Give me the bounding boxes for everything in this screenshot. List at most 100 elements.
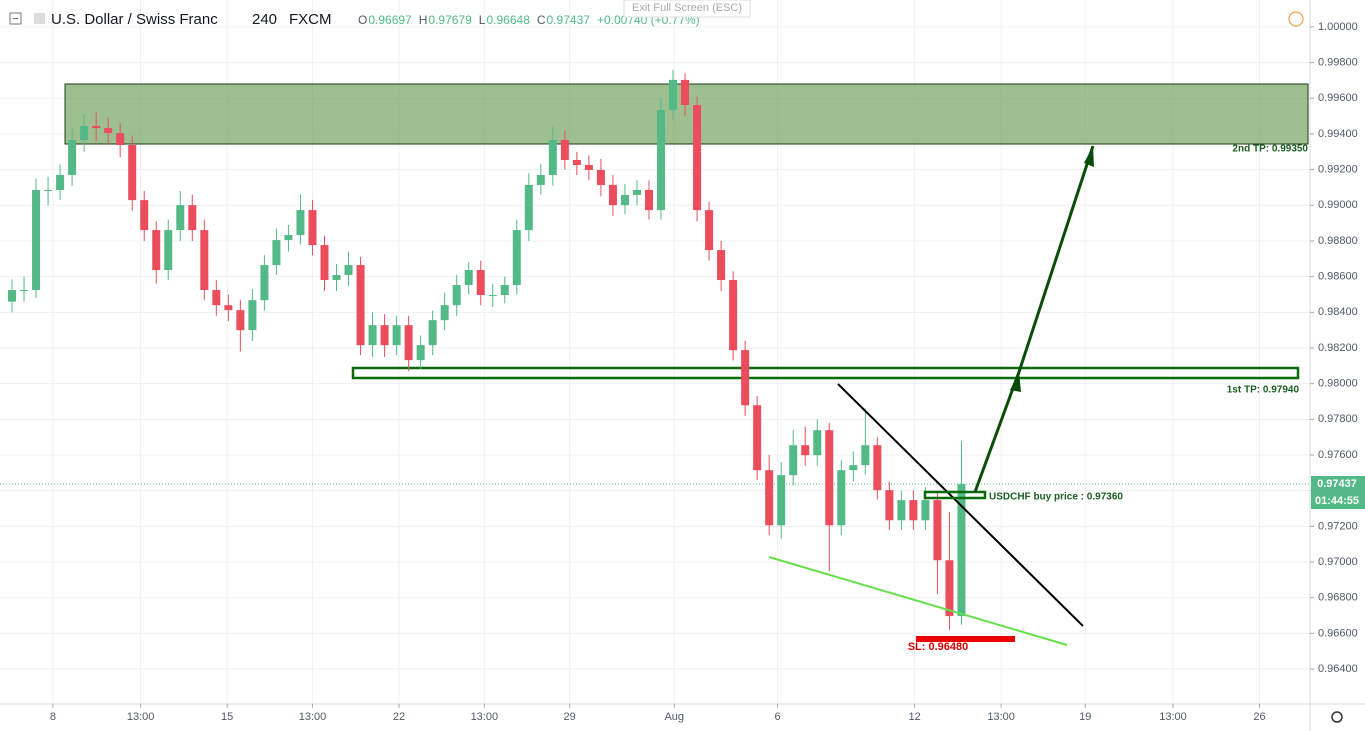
y-tick-label: 0.98200 bbox=[1318, 342, 1358, 354]
x-tick-label: 13:00 bbox=[987, 711, 1015, 723]
candle-body bbox=[933, 500, 942, 561]
candle-body bbox=[416, 345, 425, 361]
candle-body bbox=[596, 169, 605, 185]
y-tick-label: 0.98400 bbox=[1318, 306, 1358, 318]
candle-body bbox=[741, 350, 750, 406]
y-tick-label: 0.99400 bbox=[1318, 128, 1358, 140]
collapse-icon[interactable] bbox=[9, 12, 22, 25]
x-tick-label: 19 bbox=[1079, 711, 1091, 723]
last-price-label: 0.97437 bbox=[1317, 478, 1357, 490]
arrow-head bbox=[1084, 146, 1094, 167]
candle-body bbox=[693, 105, 702, 211]
candle-body bbox=[524, 184, 533, 231]
candle-body bbox=[392, 325, 401, 346]
tp1-label: 1st TP: 0.97940 bbox=[1227, 385, 1300, 396]
countdown-box bbox=[1311, 492, 1365, 509]
ohlc-key: H bbox=[419, 13, 428, 27]
exit-fullscreen[interactable]: Exit Full Screen (ESC) bbox=[632, 2, 742, 14]
candle-body bbox=[644, 189, 653, 211]
candle-body bbox=[909, 500, 918, 521]
buy-zone bbox=[923, 490, 987, 500]
symbol-title[interactable]: U.S. Dollar / Swiss Franc bbox=[51, 11, 218, 28]
candle-body bbox=[344, 265, 353, 276]
ohlc-value: 0.97679 bbox=[428, 13, 472, 27]
candle-body bbox=[176, 205, 185, 231]
x-tick-label: 29 bbox=[564, 711, 576, 723]
candle-body bbox=[885, 490, 894, 521]
arrow-head bbox=[1010, 372, 1021, 392]
candle-body bbox=[476, 270, 485, 296]
candle-body bbox=[657, 110, 666, 211]
candle-body bbox=[825, 430, 834, 526]
ohlc-key: C bbox=[537, 13, 546, 27]
candles bbox=[8, 69, 966, 630]
settings-icon[interactable] bbox=[1331, 711, 1343, 723]
candle-body bbox=[608, 184, 617, 206]
candle-body bbox=[236, 310, 245, 331]
candle-body bbox=[356, 265, 365, 346]
candle-body bbox=[813, 430, 822, 456]
exit-fullscreen-box[interactable] bbox=[623, 0, 751, 18]
y-tick-label: 0.97200 bbox=[1318, 520, 1358, 532]
y-tick-label: 0.98600 bbox=[1318, 271, 1358, 283]
ohlc-key: O bbox=[358, 13, 367, 27]
source: FXCM bbox=[289, 11, 332, 28]
resistance-zone bbox=[351, 366, 1300, 380]
candle-body bbox=[332, 275, 341, 281]
trend-line bbox=[837, 383, 1084, 627]
candle-body bbox=[837, 470, 846, 526]
x-tick-label: 8 bbox=[50, 711, 56, 723]
candle-body bbox=[572, 159, 581, 165]
candle-body bbox=[368, 325, 377, 346]
candle-body bbox=[152, 230, 161, 271]
candle-body bbox=[945, 560, 954, 617]
candle-body bbox=[92, 125, 101, 129]
y-tick-label: 0.96400 bbox=[1318, 663, 1358, 675]
x-tick-label: 13:00 bbox=[471, 711, 499, 723]
candle-body bbox=[212, 290, 221, 306]
x-tick-label: 26 bbox=[1253, 711, 1265, 723]
candle-body bbox=[464, 270, 473, 286]
candle-body bbox=[260, 265, 269, 301]
candle-body bbox=[20, 290, 29, 292]
candle-body bbox=[8, 290, 17, 302]
y-tick-label: 0.96600 bbox=[1318, 627, 1358, 639]
alert-icon[interactable] bbox=[1288, 11, 1304, 27]
candle-body bbox=[320, 245, 329, 281]
candle-body bbox=[248, 300, 257, 331]
candle-body bbox=[753, 405, 762, 471]
candle-body bbox=[128, 145, 137, 201]
candle-body bbox=[164, 230, 173, 271]
x-tick-label: 13:00 bbox=[1159, 711, 1187, 723]
candle-body bbox=[620, 194, 629, 206]
candle-body bbox=[536, 174, 545, 185]
candle-body bbox=[717, 250, 726, 281]
x-tick-label: 13:00 bbox=[127, 711, 155, 723]
candle-body bbox=[80, 125, 89, 141]
y-tick-label: 0.98800 bbox=[1318, 235, 1358, 247]
candle-body bbox=[428, 320, 437, 346]
candle-body bbox=[140, 200, 149, 231]
y-tick-label: 0.99600 bbox=[1318, 92, 1358, 104]
x-tick-label: 22 bbox=[393, 711, 405, 723]
y-tick-label: 0.97600 bbox=[1318, 449, 1358, 461]
candle-body bbox=[188, 205, 197, 231]
candle-body bbox=[632, 189, 641, 195]
x-tick-label: 15 bbox=[221, 711, 233, 723]
countdown: 01:44:55 bbox=[1315, 495, 1359, 507]
x-tick-label: 12 bbox=[908, 711, 920, 723]
y-tick-label: 0.99200 bbox=[1318, 164, 1358, 176]
support-line bbox=[768, 556, 1068, 646]
candle-body bbox=[729, 280, 738, 351]
candle-body bbox=[957, 484, 966, 617]
candle-body bbox=[849, 465, 858, 471]
ohlc-key: L bbox=[479, 13, 486, 27]
candle-body bbox=[224, 305, 233, 311]
grid bbox=[0, 0, 1310, 704]
candle-body bbox=[500, 285, 509, 296]
candle-body bbox=[789, 445, 798, 476]
ohlc-value: 0.96648 bbox=[486, 13, 530, 27]
candle-body bbox=[200, 230, 209, 291]
candle-body bbox=[32, 189, 41, 291]
